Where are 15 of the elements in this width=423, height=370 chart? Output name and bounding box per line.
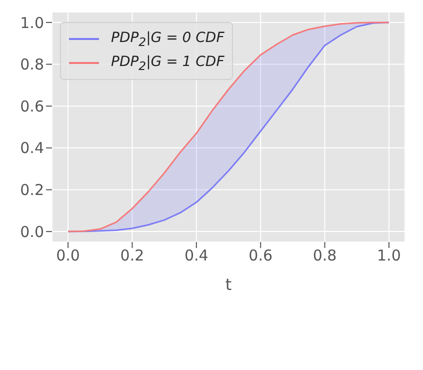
y-tick-label: 0.0	[20, 222, 44, 241]
legend-label: PDP$_{2}$|G = 1 CDF	[111, 54, 224, 72]
x-tick-label: 0.2	[120, 246, 144, 265]
x-tick-label: 0.8	[312, 246, 337, 265]
x-axis-title: t	[225, 275, 232, 294]
legend-label: PDP$_{2}$|G = 0 CDF	[111, 30, 224, 48]
y-tick-label: 0.2	[20, 181, 44, 200]
y-tick-label: 1.0	[20, 14, 44, 32]
x-tick-label: 1.0	[377, 246, 401, 265]
x-tick-label: 0.4	[184, 246, 208, 265]
y-tick-label: 0.4	[20, 139, 44, 158]
x-tick-label: 0.6	[248, 246, 273, 265]
y-tick-label: 0.6	[20, 97, 44, 116]
x-tick-label: 0.0	[56, 246, 80, 265]
y-tick-label: 0.8	[20, 56, 44, 74]
